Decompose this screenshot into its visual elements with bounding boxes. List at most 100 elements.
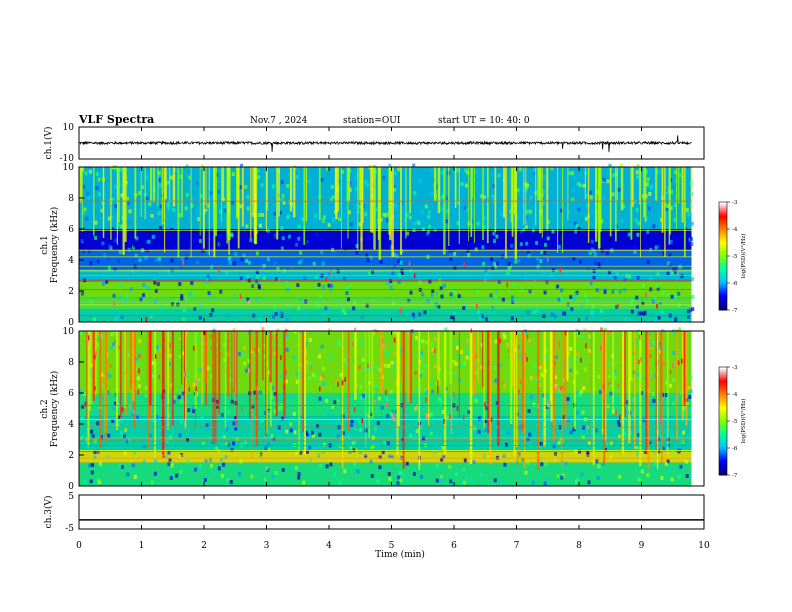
spectrogram-cell [369, 459, 373, 464]
spectrogram-cell [636, 232, 640, 237]
spectrogram-cell [431, 347, 435, 352]
spectrogram-cell [219, 209, 223, 214]
spectrogram-cell [101, 381, 105, 386]
colorbar-segment [719, 292, 727, 295]
spectrogram-cell [387, 364, 391, 368]
spectrogram-cell [118, 250, 122, 254]
spectrogram-cell [329, 288, 333, 293]
spectrogram-cell [453, 265, 457, 270]
colorbar-segment [719, 212, 727, 215]
spectrogram-cell [182, 308, 186, 313]
spectrogram-cell [220, 473, 224, 478]
spectrogram-cell [283, 415, 287, 420]
spectrogram-cell [640, 298, 644, 303]
spectrogram-burst [550, 331, 553, 422]
spectrogram-burst [685, 331, 688, 426]
spectrogram-cell [467, 252, 471, 257]
colorbar-segment [719, 401, 727, 404]
spectrogram-cell [420, 218, 424, 223]
spectrogram-cell [656, 272, 660, 277]
colorbar-segment [719, 391, 727, 394]
colorbar-segment [719, 246, 727, 249]
spectrogram-cell [519, 380, 523, 384]
spectrogram-cell [120, 314, 124, 319]
spectrogram-cell [677, 291, 681, 296]
spectrogram-cell [281, 416, 285, 421]
spectrogram-cell [636, 373, 640, 377]
spectrogram-cell [477, 429, 481, 434]
spectrogram-cell [419, 474, 423, 479]
colorbar-segment [719, 371, 727, 374]
spectrogram-cell [575, 478, 579, 483]
spectrogram-cell [514, 259, 518, 264]
spectrogram-cell [497, 280, 501, 284]
spectrogram-cell [645, 182, 649, 187]
xtick-label: 5 [389, 541, 395, 551]
colorbar-segment [719, 367, 727, 370]
spectrogram-cell [520, 288, 524, 292]
spectrogram-cell [466, 170, 470, 175]
spectrogram-burst [171, 331, 174, 426]
spectrogram-cell [113, 401, 117, 406]
spectrogram-cell [308, 361, 312, 366]
spectrogram-cell [420, 350, 424, 355]
spectrogram-cell [289, 428, 293, 433]
spectrogram-cell [527, 338, 531, 343]
spectrogram-cell [256, 348, 260, 353]
spectrogram-cell [476, 310, 480, 315]
spectrogram-cell [201, 210, 205, 215]
spectrogram-burst [120, 331, 122, 419]
spectrogram-cell [295, 175, 299, 180]
spectrogram-cell [597, 464, 601, 469]
spectrogram-burst [388, 167, 392, 241]
spectrogram-band [79, 297, 692, 310]
spectrogram-cell [159, 226, 163, 230]
spectrogram-cell [478, 415, 482, 420]
spectrogram-burst [372, 167, 374, 234]
spectrogram-burst [132, 331, 135, 402]
spectrogram-cell [368, 271, 372, 276]
spectrogram-cell [673, 217, 677, 222]
spectrogram-cell [463, 206, 467, 210]
spectrogram-cell [237, 352, 241, 356]
spectrogram-2-image [78, 327, 705, 487]
spectrogram-cell [239, 276, 243, 281]
spectrogram-cell [590, 427, 594, 432]
spectrogram-cell [474, 247, 478, 252]
spectrogram-cell [464, 303, 468, 308]
spectrogram-cell [649, 247, 653, 252]
spectrogram-cell [615, 285, 619, 290]
spectrogram-cell [503, 335, 507, 340]
spectrogram-cell [585, 193, 589, 198]
spectrogram-cell [169, 175, 173, 180]
colorbar-segment [719, 465, 727, 468]
spectrogram-cell [462, 480, 466, 485]
spectrogram-cell [320, 344, 324, 349]
spectrogram-cell [464, 168, 468, 173]
spectrogram-cell [503, 383, 507, 388]
spectrogram-cell [669, 190, 673, 195]
spectrogram-cell [572, 296, 576, 301]
spectrogram-burst [147, 331, 149, 449]
spectrogram-cell [390, 360, 394, 365]
spectrogram-cell [224, 455, 228, 460]
spectrogram-cell [296, 342, 300, 347]
spectrogram-cell [485, 406, 489, 411]
spectrogram-spark [158, 374, 161, 380]
spectrogram-cell [385, 397, 389, 402]
spectrogram-cell [433, 227, 437, 232]
spectrogram-burst [621, 331, 625, 454]
spectrogram-cell [443, 283, 447, 288]
spectrogram-cell [338, 444, 342, 449]
spectrogram-burst [513, 167, 516, 215]
spectrogram-burst [340, 167, 342, 249]
spectrogram-cell [506, 431, 510, 436]
spectrogram-cell [311, 430, 315, 435]
spectrogram-cell [315, 301, 319, 306]
spectrogram-cell [209, 312, 213, 317]
spectrogram-cell [666, 204, 670, 208]
spectrogram-cell [332, 195, 336, 199]
spectrogram-cell [325, 464, 329, 469]
spectrogram-cell [441, 194, 445, 199]
spectrogram-cell [126, 196, 130, 201]
